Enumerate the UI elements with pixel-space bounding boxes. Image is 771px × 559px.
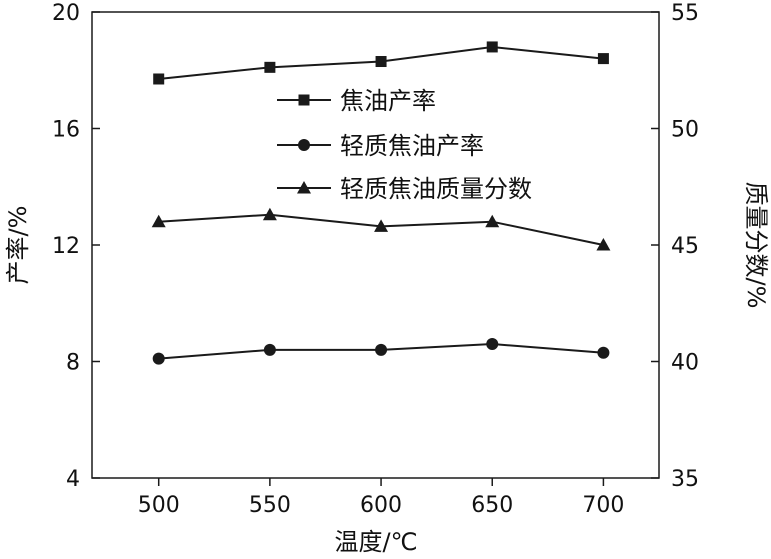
y-right-tick-label: 35 bbox=[671, 467, 699, 492]
legend-marker bbox=[298, 139, 310, 151]
data-point bbox=[152, 352, 165, 365]
data-point bbox=[485, 214, 500, 228]
y-axis-right-title: 质量分数/% bbox=[742, 182, 770, 309]
y-left-tick-label: 8 bbox=[66, 351, 80, 376]
legend-label: 焦油产率 bbox=[340, 87, 436, 115]
y-right-tick-label: 50 bbox=[671, 118, 699, 143]
legend-item: 焦油产率 bbox=[277, 87, 436, 115]
y-right-tick-label: 55 bbox=[671, 1, 699, 26]
x-tick-label: 550 bbox=[249, 493, 291, 518]
data-point bbox=[153, 73, 165, 85]
data-point bbox=[375, 56, 387, 68]
data-point bbox=[374, 219, 389, 232]
data-point bbox=[264, 61, 276, 73]
x-tick-label: 500 bbox=[138, 493, 180, 518]
data-point bbox=[486, 338, 499, 351]
axis-ticks: 500 550 600 650 700 4 8 12 16 20 35 40 45 50 55 bbox=[52, 1, 699, 518]
y-right-tick-label: 45 bbox=[671, 234, 699, 259]
data-point bbox=[597, 346, 610, 359]
data-point bbox=[486, 41, 498, 53]
data-point bbox=[597, 53, 609, 65]
y-left-tick-label: 12 bbox=[52, 234, 80, 259]
x-tick-label: 600 bbox=[360, 493, 402, 518]
data-point bbox=[262, 207, 277, 221]
x-axis-title: 温度/℃ bbox=[334, 528, 417, 556]
data-point bbox=[596, 238, 611, 251]
y-right-tick-label: 40 bbox=[671, 351, 699, 376]
y-left-tick-label: 16 bbox=[52, 118, 80, 143]
legend-item: 轻质焦油产率 bbox=[277, 132, 484, 160]
series-3 bbox=[151, 207, 611, 251]
legend-marker bbox=[298, 94, 310, 106]
legend-item: 轻质焦油质量分数 bbox=[277, 175, 532, 203]
y-left-tick-label: 4 bbox=[66, 467, 80, 492]
x-tick-label: 650 bbox=[471, 493, 513, 518]
legend-label: 轻质焦油质量分数 bbox=[340, 175, 532, 203]
series-1 bbox=[153, 41, 609, 85]
y-left-tick-label: 20 bbox=[52, 1, 80, 26]
series-layer bbox=[151, 41, 611, 365]
plot-frame bbox=[91, 11, 660, 479]
data-point bbox=[151, 214, 166, 228]
x-tick-label: 700 bbox=[582, 493, 624, 518]
series-2 bbox=[152, 338, 610, 365]
data-point bbox=[263, 343, 276, 356]
legend-label: 轻质焦油产率 bbox=[340, 132, 484, 160]
legend-marker bbox=[297, 181, 311, 194]
y-axis-left-title: 产率/% bbox=[4, 206, 32, 285]
data-point bbox=[375, 343, 388, 356]
